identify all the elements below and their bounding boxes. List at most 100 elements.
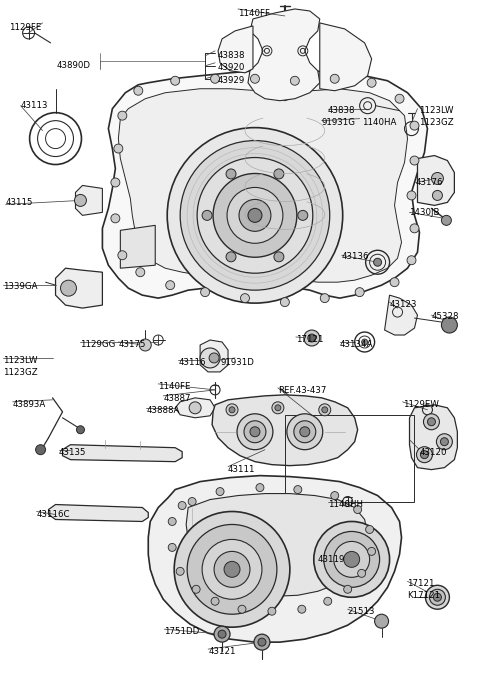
Text: 43890D: 43890D xyxy=(57,61,91,70)
Circle shape xyxy=(224,562,240,577)
Polygon shape xyxy=(212,395,358,466)
Circle shape xyxy=(324,532,380,587)
Circle shape xyxy=(178,501,186,510)
Circle shape xyxy=(425,585,449,609)
Circle shape xyxy=(256,484,264,492)
Circle shape xyxy=(436,434,452,449)
Circle shape xyxy=(197,158,313,273)
Circle shape xyxy=(298,210,308,221)
Circle shape xyxy=(174,512,290,627)
Text: 43893A: 43893A xyxy=(12,400,46,409)
Text: 1129EW: 1129EW xyxy=(403,400,438,409)
Circle shape xyxy=(355,288,364,297)
Circle shape xyxy=(226,404,238,416)
Circle shape xyxy=(407,256,416,264)
Polygon shape xyxy=(62,445,182,462)
Circle shape xyxy=(201,288,210,297)
Circle shape xyxy=(322,407,328,413)
Polygon shape xyxy=(186,494,368,596)
Text: 43119: 43119 xyxy=(318,556,345,564)
Circle shape xyxy=(334,541,370,577)
Circle shape xyxy=(239,199,271,232)
Polygon shape xyxy=(120,225,155,269)
Polygon shape xyxy=(56,269,102,308)
Circle shape xyxy=(432,190,443,201)
Circle shape xyxy=(166,281,175,290)
Circle shape xyxy=(324,597,332,606)
Circle shape xyxy=(240,294,250,303)
Circle shape xyxy=(226,169,236,179)
Circle shape xyxy=(442,317,457,333)
Text: 1123GZ: 1123GZ xyxy=(3,368,37,377)
Circle shape xyxy=(298,606,306,613)
Circle shape xyxy=(60,280,76,296)
Circle shape xyxy=(238,606,246,613)
Polygon shape xyxy=(248,9,320,101)
Text: 1129FE: 1129FE xyxy=(9,23,41,32)
Text: K17121: K17121 xyxy=(408,591,441,600)
Circle shape xyxy=(76,426,84,434)
Text: 1339GA: 1339GA xyxy=(3,282,37,291)
Circle shape xyxy=(139,339,151,351)
Circle shape xyxy=(209,353,219,363)
Circle shape xyxy=(441,438,448,446)
Circle shape xyxy=(294,486,302,494)
Circle shape xyxy=(428,418,435,426)
Circle shape xyxy=(390,277,399,286)
Circle shape xyxy=(319,404,331,416)
Circle shape xyxy=(314,521,390,597)
Circle shape xyxy=(366,525,373,534)
Circle shape xyxy=(268,607,276,615)
Circle shape xyxy=(280,297,289,307)
Circle shape xyxy=(237,414,273,449)
Circle shape xyxy=(410,121,419,130)
Circle shape xyxy=(274,169,284,179)
Text: 43887: 43887 xyxy=(163,394,191,403)
Text: 43123: 43123 xyxy=(390,300,417,309)
Polygon shape xyxy=(218,26,253,73)
Text: 43115: 43115 xyxy=(6,199,33,208)
Circle shape xyxy=(410,224,419,233)
Text: 45328: 45328 xyxy=(432,312,459,321)
Text: 43888A: 43888A xyxy=(146,406,180,415)
Circle shape xyxy=(407,191,416,200)
Circle shape xyxy=(432,173,444,184)
Circle shape xyxy=(294,421,316,443)
Circle shape xyxy=(211,74,219,84)
Circle shape xyxy=(218,630,226,638)
Polygon shape xyxy=(200,340,228,372)
Circle shape xyxy=(202,539,262,599)
Circle shape xyxy=(244,421,266,443)
Polygon shape xyxy=(102,71,428,298)
Circle shape xyxy=(111,178,120,187)
Circle shape xyxy=(118,111,127,120)
Circle shape xyxy=(373,258,382,266)
Circle shape xyxy=(395,95,404,103)
Circle shape xyxy=(358,569,366,577)
Circle shape xyxy=(118,251,127,260)
Circle shape xyxy=(274,252,284,262)
Polygon shape xyxy=(409,405,457,470)
Circle shape xyxy=(290,76,300,85)
Text: 1123LW: 1123LW xyxy=(3,356,37,365)
Text: 43111: 43111 xyxy=(228,464,255,473)
Polygon shape xyxy=(75,186,102,215)
Circle shape xyxy=(430,589,445,606)
Circle shape xyxy=(226,252,236,262)
Circle shape xyxy=(213,173,297,258)
Circle shape xyxy=(200,348,220,368)
Circle shape xyxy=(367,78,376,87)
Circle shape xyxy=(189,402,201,414)
Circle shape xyxy=(250,427,260,437)
Text: 43136: 43136 xyxy=(342,252,369,261)
Circle shape xyxy=(442,215,451,225)
Circle shape xyxy=(176,567,184,575)
Circle shape xyxy=(211,597,219,606)
Circle shape xyxy=(361,339,368,345)
Polygon shape xyxy=(384,295,418,335)
Circle shape xyxy=(254,634,270,650)
Circle shape xyxy=(188,497,196,506)
Text: 91931G: 91931G xyxy=(322,118,356,127)
Circle shape xyxy=(36,445,46,455)
Circle shape xyxy=(258,638,266,646)
